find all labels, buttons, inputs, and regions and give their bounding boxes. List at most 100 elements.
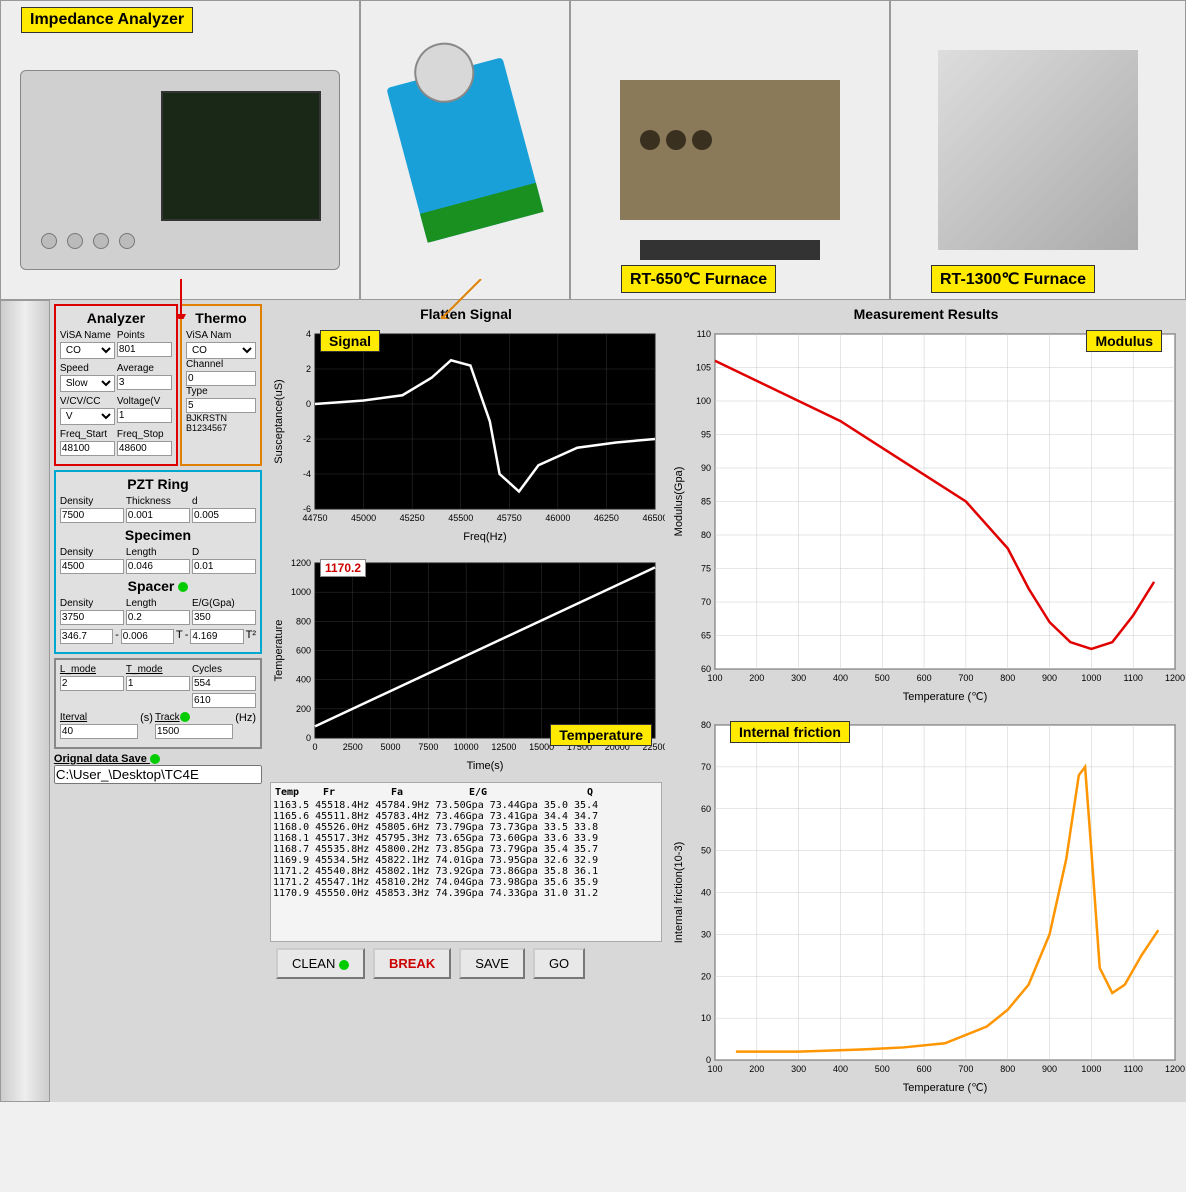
svg-text:60: 60 [701, 664, 711, 674]
svg-text:1000: 1000 [291, 587, 311, 597]
pzt-specimen-spacer-panel: PZT Ring Density Thickness d Specimen De… [54, 470, 262, 654]
thermo-channel-input[interactable] [186, 371, 256, 386]
pzt-thickness-input[interactable] [126, 508, 190, 523]
svg-text:400: 400 [296, 675, 311, 685]
analyzer-vcvcc-select[interactable]: V [60, 408, 115, 425]
save-button[interactable]: SAVE [459, 948, 525, 979]
analyzer-average-input[interactable] [117, 375, 172, 390]
track-input[interactable] [155, 724, 233, 739]
pzt-density-input[interactable] [60, 508, 124, 523]
svg-text:90: 90 [701, 463, 711, 473]
svg-text:Freq(Hz): Freq(Hz) [463, 531, 506, 543]
svg-text:70: 70 [701, 762, 711, 772]
svg-text:900: 900 [1042, 1064, 1057, 1074]
svg-text:46000: 46000 [545, 513, 570, 523]
pzt-d-input[interactable] [192, 508, 256, 523]
svg-text:45500: 45500 [448, 513, 473, 523]
thermo-visa-select[interactable]: CO [186, 342, 256, 359]
break-button[interactable]: BREAK [373, 948, 451, 979]
svg-text:800: 800 [1000, 1064, 1015, 1074]
middle-column: Flatten Signal Signal 447504500045250455… [266, 300, 666, 1102]
go-button[interactable]: GO [533, 948, 585, 979]
svg-text:65: 65 [701, 631, 711, 641]
specimen-D-input[interactable] [192, 559, 256, 574]
friction-badge: Internal friction [730, 721, 850, 743]
specimen-length-input[interactable] [126, 559, 190, 574]
track-label: Track [155, 712, 233, 723]
modulus-badge: Modulus [1086, 330, 1162, 352]
signal-chart: 4475045000452504550045750460004625046500… [270, 324, 665, 544]
analyzer-visa-select[interactable]: CO [60, 342, 115, 359]
cycles1-input[interactable] [192, 676, 256, 691]
tmode-input[interactable] [126, 676, 190, 691]
clean-button[interactable]: CLEAN [276, 948, 365, 979]
svg-text:10000: 10000 [454, 742, 479, 752]
analyzer-voltage-input[interactable] [117, 408, 172, 423]
svg-text:200: 200 [749, 1064, 764, 1074]
svg-text:70: 70 [701, 597, 711, 607]
spacer-coef3-input[interactable] [190, 629, 243, 644]
furnace-1300-label: RT-1300℃ Furnace [931, 265, 1095, 293]
svg-text:600: 600 [917, 673, 932, 683]
svg-text:4: 4 [306, 329, 311, 339]
svg-text:0: 0 [306, 399, 311, 409]
spacer-density-input[interactable] [60, 610, 124, 625]
svg-text:Modulus(Gpa): Modulus(Gpa) [673, 467, 685, 537]
impedance-analyzer-label: Impedance Analyzer [21, 7, 193, 33]
svg-text:50: 50 [701, 846, 711, 856]
svg-text:Temperature (℃): Temperature (℃) [903, 691, 988, 703]
freq-stop-input[interactable] [117, 441, 172, 456]
spacer-eg-input[interactable] [192, 610, 256, 625]
track-led-icon [180, 712, 190, 722]
cycles2-input[interactable] [192, 693, 256, 708]
thermo-type-input[interactable] [186, 398, 256, 413]
svg-text:85: 85 [701, 497, 711, 507]
svg-text:-2: -2 [303, 434, 311, 444]
svg-text:60: 60 [701, 804, 711, 814]
svg-text:100: 100 [696, 396, 711, 406]
iterval-input[interactable] [60, 724, 138, 739]
spacer-coef1-input[interactable] [60, 629, 113, 644]
table-row: 1165.6 45511.8Hz 45783.4Hz 73.46Gpa 73.4… [273, 811, 659, 822]
save-path-input[interactable] [54, 765, 262, 784]
svg-text:800: 800 [1000, 673, 1015, 683]
equipment-photos-row: Impedance Analyzer RT-650 [0, 0, 1186, 300]
analyzer-points-input[interactable] [117, 342, 172, 357]
svg-text:500: 500 [875, 1064, 890, 1074]
table-row: 1170.9 45550.0Hz 45853.3Hz 74.39Gpa 74.3… [273, 888, 659, 899]
friction-chart: 1002003004005006007008009001000110012000… [670, 715, 1185, 1095]
lmode-input[interactable] [60, 676, 124, 691]
table-row: 1171.2 45540.8Hz 45802.1Hz 73.92Gpa 73.8… [273, 866, 659, 877]
svg-text:500: 500 [875, 673, 890, 683]
data-table: Temp Fr Fa E/G Q 1163.5 45518.4Hz 45784.… [270, 782, 662, 942]
svg-text:75: 75 [701, 564, 711, 574]
svg-text:800: 800 [296, 616, 311, 626]
modulus-chart: 1002003004005006007008009001000110012006… [670, 324, 1185, 704]
svg-text:7500: 7500 [418, 742, 438, 752]
main-ui: Analyzer ViSA NameCO Points SpeedSlow Av… [0, 300, 1186, 1102]
svg-text:-4: -4 [303, 469, 311, 479]
impedance-analyzer-photo: Impedance Analyzer [0, 0, 360, 300]
spacer-length-input[interactable] [126, 610, 190, 625]
svg-text:400: 400 [833, 673, 848, 683]
svg-text:600: 600 [917, 1064, 932, 1074]
analyzer-speed-select[interactable]: Slow [60, 375, 115, 392]
svg-text:46250: 46250 [594, 513, 619, 523]
svg-text:0: 0 [706, 1055, 711, 1065]
svg-text:Temperature (℃): Temperature (℃) [903, 1082, 988, 1094]
svg-text:1000: 1000 [1081, 673, 1101, 683]
svg-text:700: 700 [958, 1064, 973, 1074]
svg-text:1200: 1200 [1165, 1064, 1185, 1074]
freq-start-input[interactable] [60, 441, 115, 456]
table-row: 1168.1 45517.3Hz 45795.3Hz 73.65Gpa 73.6… [273, 833, 659, 844]
svg-text:40: 40 [701, 888, 711, 898]
svg-text:300: 300 [791, 673, 806, 683]
svg-text:700: 700 [958, 673, 973, 683]
svg-text:300: 300 [791, 1064, 806, 1074]
specimen-density-input[interactable] [60, 559, 124, 574]
spacer-led-icon [178, 582, 188, 592]
svg-text:44750: 44750 [302, 513, 327, 523]
spacer-coef2-input[interactable] [121, 629, 174, 644]
thermo-ids: BJKRSTN B1234567 [186, 413, 256, 433]
svg-text:100: 100 [707, 1064, 722, 1074]
